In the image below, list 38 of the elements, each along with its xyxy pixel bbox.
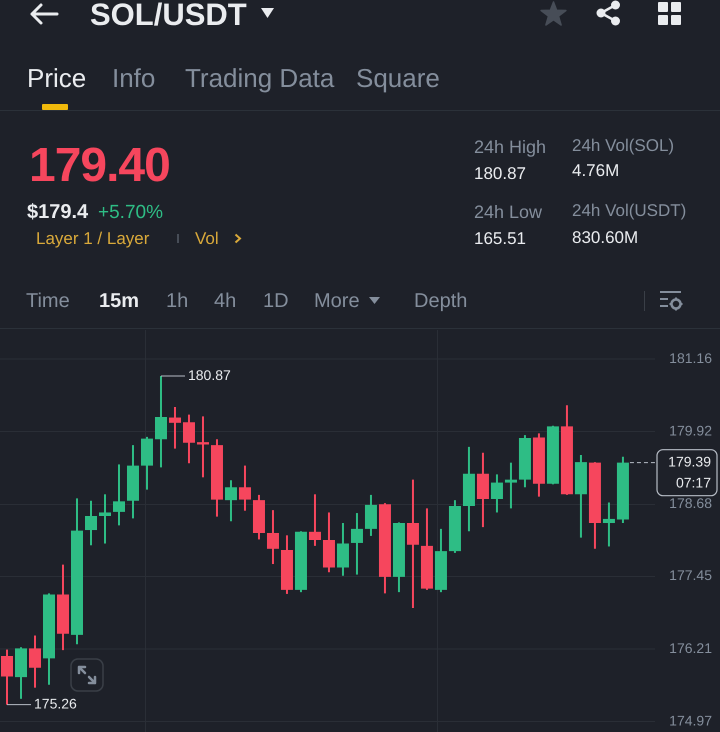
text: Time xyxy=(26,290,70,312)
text: 4h xyxy=(214,290,236,312)
text: 24h Vol(USDT) xyxy=(572,200,686,220)
annotation: 175.26 xyxy=(34,696,78,712)
y-tick-label: 178.68 xyxy=(669,495,712,512)
candlestick xyxy=(98,494,111,544)
ref-line-label: 179.39 07:17 xyxy=(668,454,712,491)
candlestick xyxy=(602,502,615,546)
text: 24h High xyxy=(474,136,546,157)
text: More xyxy=(314,290,360,312)
text: 24h Low xyxy=(474,202,542,222)
y-tick-label: 174.97 xyxy=(669,712,712,729)
text: Vol xyxy=(195,228,219,248)
text: Depth xyxy=(414,290,468,312)
text: 830.60M xyxy=(572,228,638,247)
text: 4.76M xyxy=(572,160,620,180)
text: Price xyxy=(27,62,86,93)
text: Square xyxy=(356,62,440,93)
candlestick xyxy=(196,416,209,478)
text: $179.4 xyxy=(27,201,88,224)
chart-title: SOL/USDT xyxy=(90,0,247,32)
y-tick-label: 177.45 xyxy=(669,567,712,584)
y-tick-label: 181.16 xyxy=(669,350,712,366)
text: 165.51 xyxy=(474,228,526,248)
text: Trading Data xyxy=(185,62,334,93)
y-tick-label: 176.21 xyxy=(669,640,712,656)
candlestick xyxy=(504,462,517,508)
text: 179.40 xyxy=(29,138,170,192)
text: +5.70% xyxy=(98,202,163,223)
text: 180.87 xyxy=(474,164,526,183)
text: Layer 1 / Layer xyxy=(36,228,150,248)
text: Info xyxy=(112,62,156,93)
text: 1D xyxy=(263,290,289,312)
y-tick-label: 179.92 xyxy=(669,422,712,438)
text: 1h xyxy=(166,290,188,312)
text: 15m xyxy=(99,290,140,312)
annotation: 180.87 xyxy=(188,366,232,383)
text: 24h Vol(SOL) xyxy=(572,136,674,155)
